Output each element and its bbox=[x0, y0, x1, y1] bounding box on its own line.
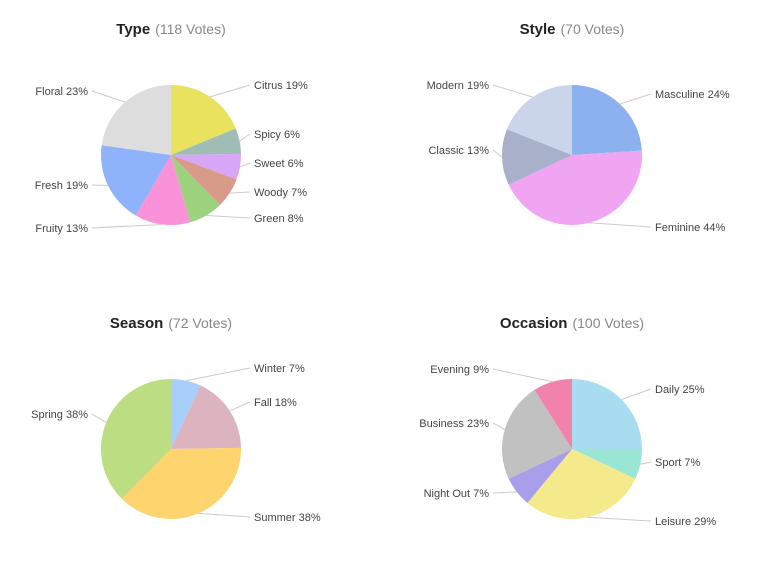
pie-slice-leisure[interactable] bbox=[527, 449, 636, 520]
slice-label-floral: Floral 23% bbox=[35, 86, 88, 98]
pie-slice-floral[interactable] bbox=[101, 85, 171, 155]
pie-slice-winter[interactable] bbox=[171, 379, 201, 449]
slice-label-daily: Daily 25% bbox=[655, 384, 705, 396]
slice-label-feminine: Feminine 44% bbox=[655, 222, 726, 234]
label-connector-evening bbox=[492, 368, 553, 383]
chart-title-main: Season bbox=[110, 315, 163, 332]
label-connector-masculine bbox=[619, 93, 652, 105]
pie-slice-business[interactable] bbox=[502, 389, 572, 479]
slice-label-summer: Summer 38% bbox=[254, 512, 321, 524]
label-connector-woody bbox=[229, 191, 251, 194]
type-pie-chart: Type (118 Votes) Citrus 19% Spicy 6% Sweet … bbox=[35, 21, 308, 235]
chart-title-main: Style bbox=[520, 21, 556, 38]
label-connector-fresh bbox=[91, 184, 109, 187]
label-connector-floral bbox=[91, 90, 126, 103]
slice-label-woody: Woody 7% bbox=[254, 187, 307, 199]
slice-label-spicy: Spicy 6% bbox=[254, 129, 300, 141]
label-connector-summer bbox=[198, 512, 251, 518]
slice-label-fall: Fall 18% bbox=[254, 397, 297, 409]
slice-label-masculine: Masculine 24% bbox=[655, 89, 730, 101]
pie-slice-feminine[interactable] bbox=[508, 150, 642, 225]
slice-label-spring: Spring 38% bbox=[31, 409, 88, 421]
pie-slice-evening[interactable] bbox=[534, 379, 572, 449]
season-pie-chart: Season (72 Votes) Winter 7% Fall 18% Summer… bbox=[31, 315, 321, 524]
slice-label-citrus: Citrus 19% bbox=[254, 80, 308, 92]
pie-slice-sweet[interactable] bbox=[171, 153, 241, 180]
slice-label-modern: Modern 19% bbox=[427, 80, 490, 92]
slice-label-winter: Winter 7% bbox=[254, 363, 305, 375]
slice-label-business: Business 23% bbox=[419, 418, 489, 430]
label-connector-fruity bbox=[91, 223, 163, 229]
slice-label-leisure: Leisure 29% bbox=[655, 516, 716, 528]
chart-title-main: Occasion bbox=[500, 315, 568, 332]
chart-subtitle: (72 Votes) bbox=[168, 315, 232, 331]
label-connector-business bbox=[492, 422, 506, 430]
slice-label-night-out: Night Out 7% bbox=[424, 488, 490, 500]
pie-slice-fall[interactable] bbox=[171, 385, 241, 449]
label-connector-spring bbox=[91, 413, 107, 423]
slice-label-sweet: Sweet 6% bbox=[254, 158, 304, 170]
label-connector-modern bbox=[492, 84, 533, 98]
chart-title: Season (72 Votes) bbox=[110, 315, 232, 332]
chart-title: Style (70 Votes) bbox=[520, 21, 625, 38]
label-connector-feminine bbox=[589, 222, 652, 228]
pie-slice-summer[interactable] bbox=[121, 447, 241, 519]
pie-slice-green[interactable] bbox=[171, 155, 221, 223]
style-pie-chart: Style (70 Votes) Masculine 24% Feminine 44… bbox=[427, 21, 730, 234]
pie-slice-night-out[interactable] bbox=[508, 449, 572, 503]
slice-label-evening: Evening 9% bbox=[430, 364, 489, 376]
pie-slice-spring[interactable] bbox=[101, 379, 171, 499]
label-connector-winter bbox=[186, 367, 251, 382]
label-connector-daily bbox=[621, 388, 652, 400]
pie-slice-daily[interactable] bbox=[572, 379, 642, 449]
slice-label-sport: Sport 7% bbox=[655, 457, 700, 469]
pie-slice-modern[interactable] bbox=[506, 85, 572, 155]
pie-slice-citrus[interactable] bbox=[171, 85, 236, 155]
chart-title: Type (118 Votes) bbox=[116, 21, 225, 38]
label-connector-night-out bbox=[492, 491, 517, 494]
slice-label-fruity: Fruity 13% bbox=[35, 223, 88, 235]
label-connector-sweet bbox=[239, 162, 251, 168]
pie-slice-masculine[interactable] bbox=[572, 85, 642, 155]
label-connector-sport bbox=[640, 461, 652, 465]
slice-label-classic: Classic 13% bbox=[428, 145, 489, 157]
chart-subtitle: (70 Votes) bbox=[561, 21, 625, 37]
pie-slice-fresh[interactable] bbox=[100, 145, 171, 216]
chart-title: Occasion (100 Votes) bbox=[500, 315, 644, 332]
chart-subtitle: (100 Votes) bbox=[572, 315, 644, 331]
label-connector-spicy bbox=[239, 133, 251, 142]
label-connector-leisure bbox=[587, 516, 652, 522]
label-connector-classic bbox=[492, 149, 503, 158]
slice-label-green: Green 8% bbox=[254, 213, 304, 225]
chart-title-main: Type bbox=[116, 21, 150, 38]
pie-slice-spicy[interactable] bbox=[171, 128, 241, 155]
pie-slice-fruity[interactable] bbox=[135, 155, 191, 225]
occasion-pie-chart: Occasion (100 Votes) Daily 25% Sport 7% Lei… bbox=[419, 315, 716, 528]
label-connector-fall bbox=[229, 401, 251, 412]
label-connector-green bbox=[206, 214, 251, 219]
slice-label-fresh: Fresh 19% bbox=[35, 180, 88, 192]
chart-subtitle: (118 Votes) bbox=[155, 21, 226, 37]
pie-slice-sport[interactable] bbox=[572, 449, 642, 479]
label-connector-citrus bbox=[209, 84, 251, 98]
pie-slice-woody[interactable] bbox=[171, 155, 237, 205]
pie-slice-classic[interactable] bbox=[502, 129, 572, 185]
